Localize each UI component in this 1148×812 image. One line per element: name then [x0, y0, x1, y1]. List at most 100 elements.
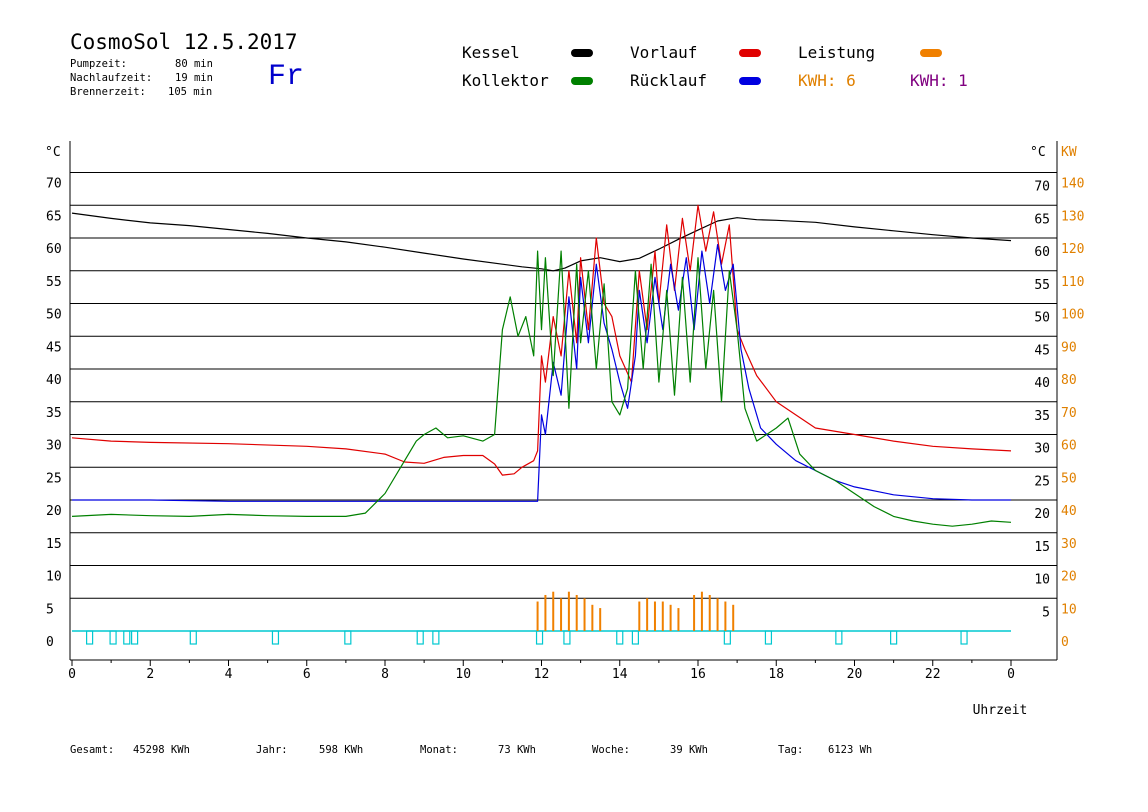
y-tick-label-right: 25	[1034, 474, 1050, 489]
pump-mark	[631, 630, 640, 645]
footer-woche-label: Woche:	[592, 744, 630, 756]
y-tick-label-right: 65	[1034, 212, 1050, 227]
x-tick-label: 22	[925, 667, 941, 682]
y-tick-label-left: 15	[46, 537, 62, 552]
legend-kwh-purple: KWH: 1	[910, 71, 968, 90]
series-line-kessel	[71, 212, 1012, 272]
pump-mark	[86, 630, 94, 645]
pump-mark	[764, 630, 773, 645]
y-tick-label-right: 70	[1034, 180, 1050, 195]
x-tick-label: 4	[225, 667, 233, 682]
y-tick-label-left: 55	[46, 275, 62, 290]
series-line-kollektor	[71, 250, 1012, 527]
legend-ruecklauf-label: Rücklauf	[630, 71, 708, 90]
footer-woche-value: 39 KWh	[670, 744, 708, 756]
y-tick-label-right: 35	[1034, 409, 1050, 424]
x-tick-label: 8	[381, 667, 389, 682]
x-tick-label: 0	[68, 667, 76, 682]
footer-jahr-value: 598 KWh	[319, 744, 364, 756]
page-title: CosmoSol 12.5.2017	[70, 30, 298, 54]
pump-mark	[432, 630, 440, 645]
y-tick-label-kw: 50	[1061, 471, 1077, 486]
y-tick-label-kw: 80	[1061, 373, 1077, 388]
y-axis-unit-right: °C	[1030, 145, 1046, 160]
pump-mark	[890, 630, 898, 645]
pump-mark	[131, 630, 139, 645]
y-tick-label-kw: 20	[1061, 570, 1077, 585]
y-tick-label-right: 30	[1034, 442, 1050, 457]
pump-value: 80 min	[175, 58, 213, 70]
pump-mark	[271, 630, 280, 645]
y-tick-label-left: 60	[46, 242, 62, 257]
y-tick-label-right: 20	[1034, 507, 1050, 522]
y-tick-label-kw: 140	[1061, 177, 1084, 192]
y-tick-label-right: 10	[1034, 573, 1050, 588]
y-tick-label-kw: 10	[1061, 602, 1077, 617]
legend-kessel-swatch	[571, 49, 593, 57]
y-tick-label-kw: 120	[1061, 242, 1084, 257]
series-line-vorlauf	[71, 204, 1012, 476]
pump-mark	[189, 630, 197, 645]
x-axis-label: Uhrzeit	[973, 703, 1028, 718]
y-tick-label-right: 15	[1034, 540, 1050, 555]
series-line-rücklauf	[72, 244, 1011, 502]
pump-mark	[616, 630, 624, 645]
legend-vorlauf-swatch	[739, 49, 761, 57]
y-axis-unit-kw: KW	[1061, 145, 1077, 160]
pump-mark	[960, 630, 968, 645]
y-tick-label-left: 30	[46, 439, 62, 454]
y-tick-label-kw: 100	[1061, 308, 1084, 323]
nachlauf-label: Nachlaufzeit:	[70, 72, 153, 84]
legend-vorlauf-label: Vorlauf	[630, 43, 698, 62]
footer-gesamt-label: Gesamt:	[70, 744, 115, 756]
nachlauf-value: 19 min	[175, 72, 213, 84]
y-tick-label-left: 35	[46, 406, 62, 421]
y-tick-label-left: 70	[46, 177, 62, 192]
pump-mark	[723, 630, 731, 645]
legend-kollektor-label: Kollektor	[462, 71, 549, 90]
footer-jahr-label: Jahr:	[256, 744, 288, 756]
pump-mark	[416, 630, 424, 645]
x-tick-label: 10	[455, 667, 471, 682]
y-tick-label-kw: 30	[1061, 537, 1077, 552]
y-tick-label-kw: 60	[1061, 439, 1077, 454]
pump-mark	[344, 630, 352, 645]
y-tick-label-kw: 0	[1061, 635, 1069, 650]
y-tick-label-left: 65	[46, 209, 62, 224]
pump-mark	[563, 630, 571, 645]
footer-monat-value: 73 KWh	[498, 744, 536, 756]
y-tick-label-left: 5	[46, 602, 54, 617]
x-tick-label: 16	[690, 667, 706, 682]
y-tick-label-kw: 130	[1061, 209, 1084, 224]
legend-kollektor-swatch	[571, 77, 593, 85]
x-tick-label: 20	[847, 667, 863, 682]
pump-label: Pumpzeit:	[70, 58, 127, 70]
footer-tag-value: 6123 Wh	[828, 744, 873, 756]
pump-mark	[109, 630, 117, 645]
footer-monat-label: Monat:	[420, 744, 458, 756]
legend-kessel-label: Kessel	[462, 43, 520, 62]
y-tick-label-right: 40	[1034, 376, 1050, 391]
y-tick-label-right: 50	[1034, 311, 1050, 326]
pump-mark	[835, 630, 843, 645]
y-tick-label-kw: 70	[1061, 406, 1077, 421]
x-tick-label: 18	[768, 667, 784, 682]
y-tick-label-left: 10	[46, 570, 62, 585]
x-tick-label: 6	[303, 667, 311, 682]
legend-ruecklauf-swatch	[739, 77, 761, 85]
y-tick-label-right: 45	[1034, 343, 1050, 358]
y-tick-label-kw: 90	[1061, 340, 1077, 355]
y-tick-label-left: 40	[46, 373, 62, 388]
weekday: Fr	[268, 60, 305, 94]
y-tick-label-left: 50	[46, 308, 62, 323]
pump-mark	[123, 630, 131, 645]
y-tick-label-right: 55	[1034, 278, 1050, 293]
y-tick-label-left: 0	[46, 635, 54, 650]
y-tick-label-right: 5	[1042, 605, 1050, 620]
legend-kwh-orange: KWH: 6	[798, 71, 856, 90]
footer-tag-label: Tag:	[778, 744, 804, 756]
y-tick-label-kw: 40	[1061, 504, 1077, 519]
x-tick-label: 14	[612, 667, 628, 682]
brenner-label: Brennerzeit:	[70, 86, 146, 98]
